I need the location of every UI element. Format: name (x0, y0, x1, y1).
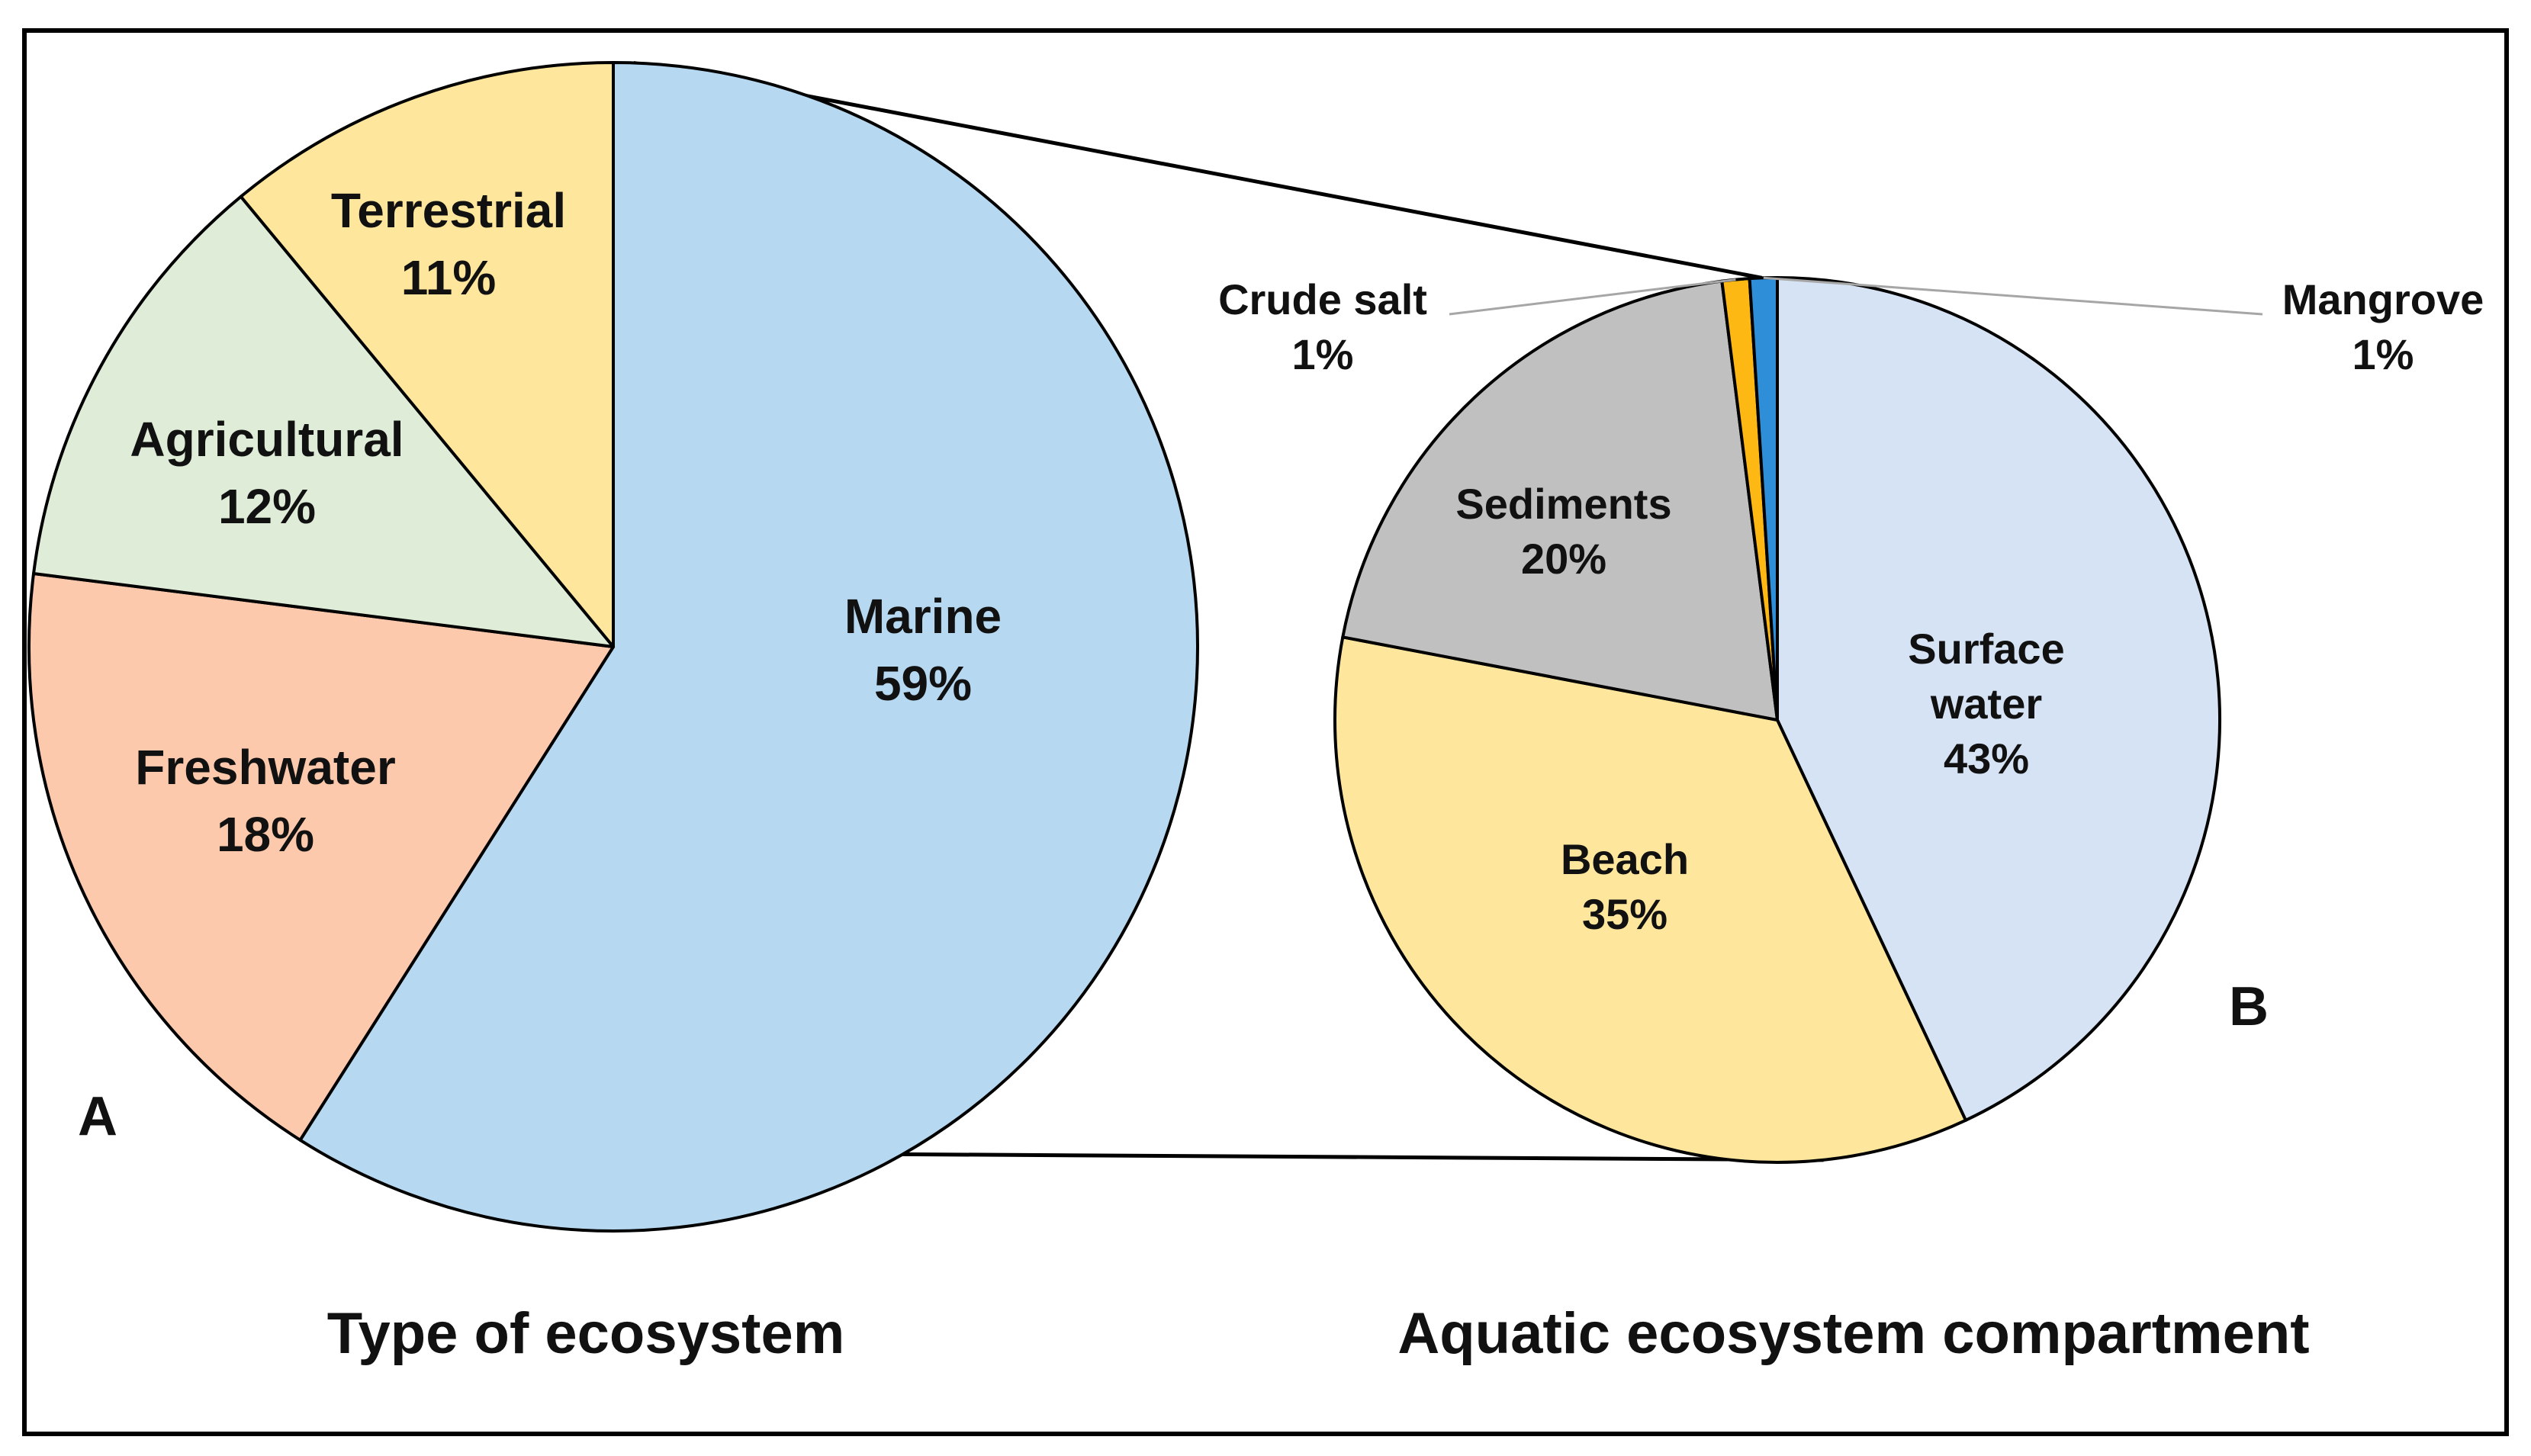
slice-label-marine: Marine (844, 589, 1002, 644)
pie-a-labels: Marine 59% Freshwater 18% Agricultural 1… (130, 183, 1002, 862)
pie-slice-beach (1333, 635, 1967, 1164)
pie-b-labels: Surface water 43% Beach 35% Sediments 20… (1218, 275, 2484, 938)
slice-label-surface-water-line1: Surface (1908, 625, 2064, 673)
panel-letter-b: B (2229, 976, 2269, 1037)
slice-value-beach: 35% (1582, 890, 1668, 938)
slice-label-terrestrial: Terrestrial (331, 183, 566, 238)
pie-slice-sediments (1341, 279, 1779, 722)
slice-label-crude-salt: Crude salt (1218, 275, 1427, 323)
leader-line-crude-salt (1449, 278, 1736, 316)
chart-title-aquatic-compartment: Aquatic ecosystem compartment (1397, 1301, 2309, 1366)
pie-b-leader-lines (1449, 276, 2263, 316)
slice-label-sediments: Sediments (1455, 480, 1671, 528)
slice-value-crude-salt: 1% (1292, 330, 1354, 378)
pie-slice-mangrove (1748, 276, 1779, 722)
slice-value-marine: 59% (874, 656, 972, 711)
pie-slice-freshwater (27, 571, 615, 1142)
slice-value-agricultural: 12% (218, 479, 316, 534)
slice-label-surface-water-line2: water (1930, 680, 2042, 728)
pie-slice-agricultural (32, 194, 615, 648)
slice-value-freshwater: 18% (217, 807, 314, 862)
pie-slice-marine (298, 61, 1199, 1233)
leader-line-mangrove (1763, 276, 2263, 316)
slice-value-surface-water: 43% (1944, 734, 2029, 783)
panel-letter-a: A (78, 1086, 117, 1147)
connector-line-top (633, 61, 1763, 280)
pie-chart-aquatic-compartment (1333, 276, 2221, 1164)
slice-value-mangrove: 1% (2353, 330, 2414, 378)
slice-label-beach: Beach (1561, 835, 1689, 883)
slice-label-agricultural: Agricultural (130, 412, 404, 467)
slice-label-mangrove: Mangrove (2282, 275, 2484, 323)
slice-value-terrestrial: 11% (401, 250, 497, 305)
slice-label-freshwater: Freshwater (135, 740, 395, 795)
pie-slice-surface-water (1776, 276, 2221, 1122)
pie-chart-ecosystem-type (27, 61, 1199, 1233)
slice-value-sediments: 20% (1521, 535, 1606, 583)
chart-title-ecosystem-type: Type of ecosystem (327, 1301, 845, 1366)
pie-slice-terrestrial (239, 61, 615, 648)
